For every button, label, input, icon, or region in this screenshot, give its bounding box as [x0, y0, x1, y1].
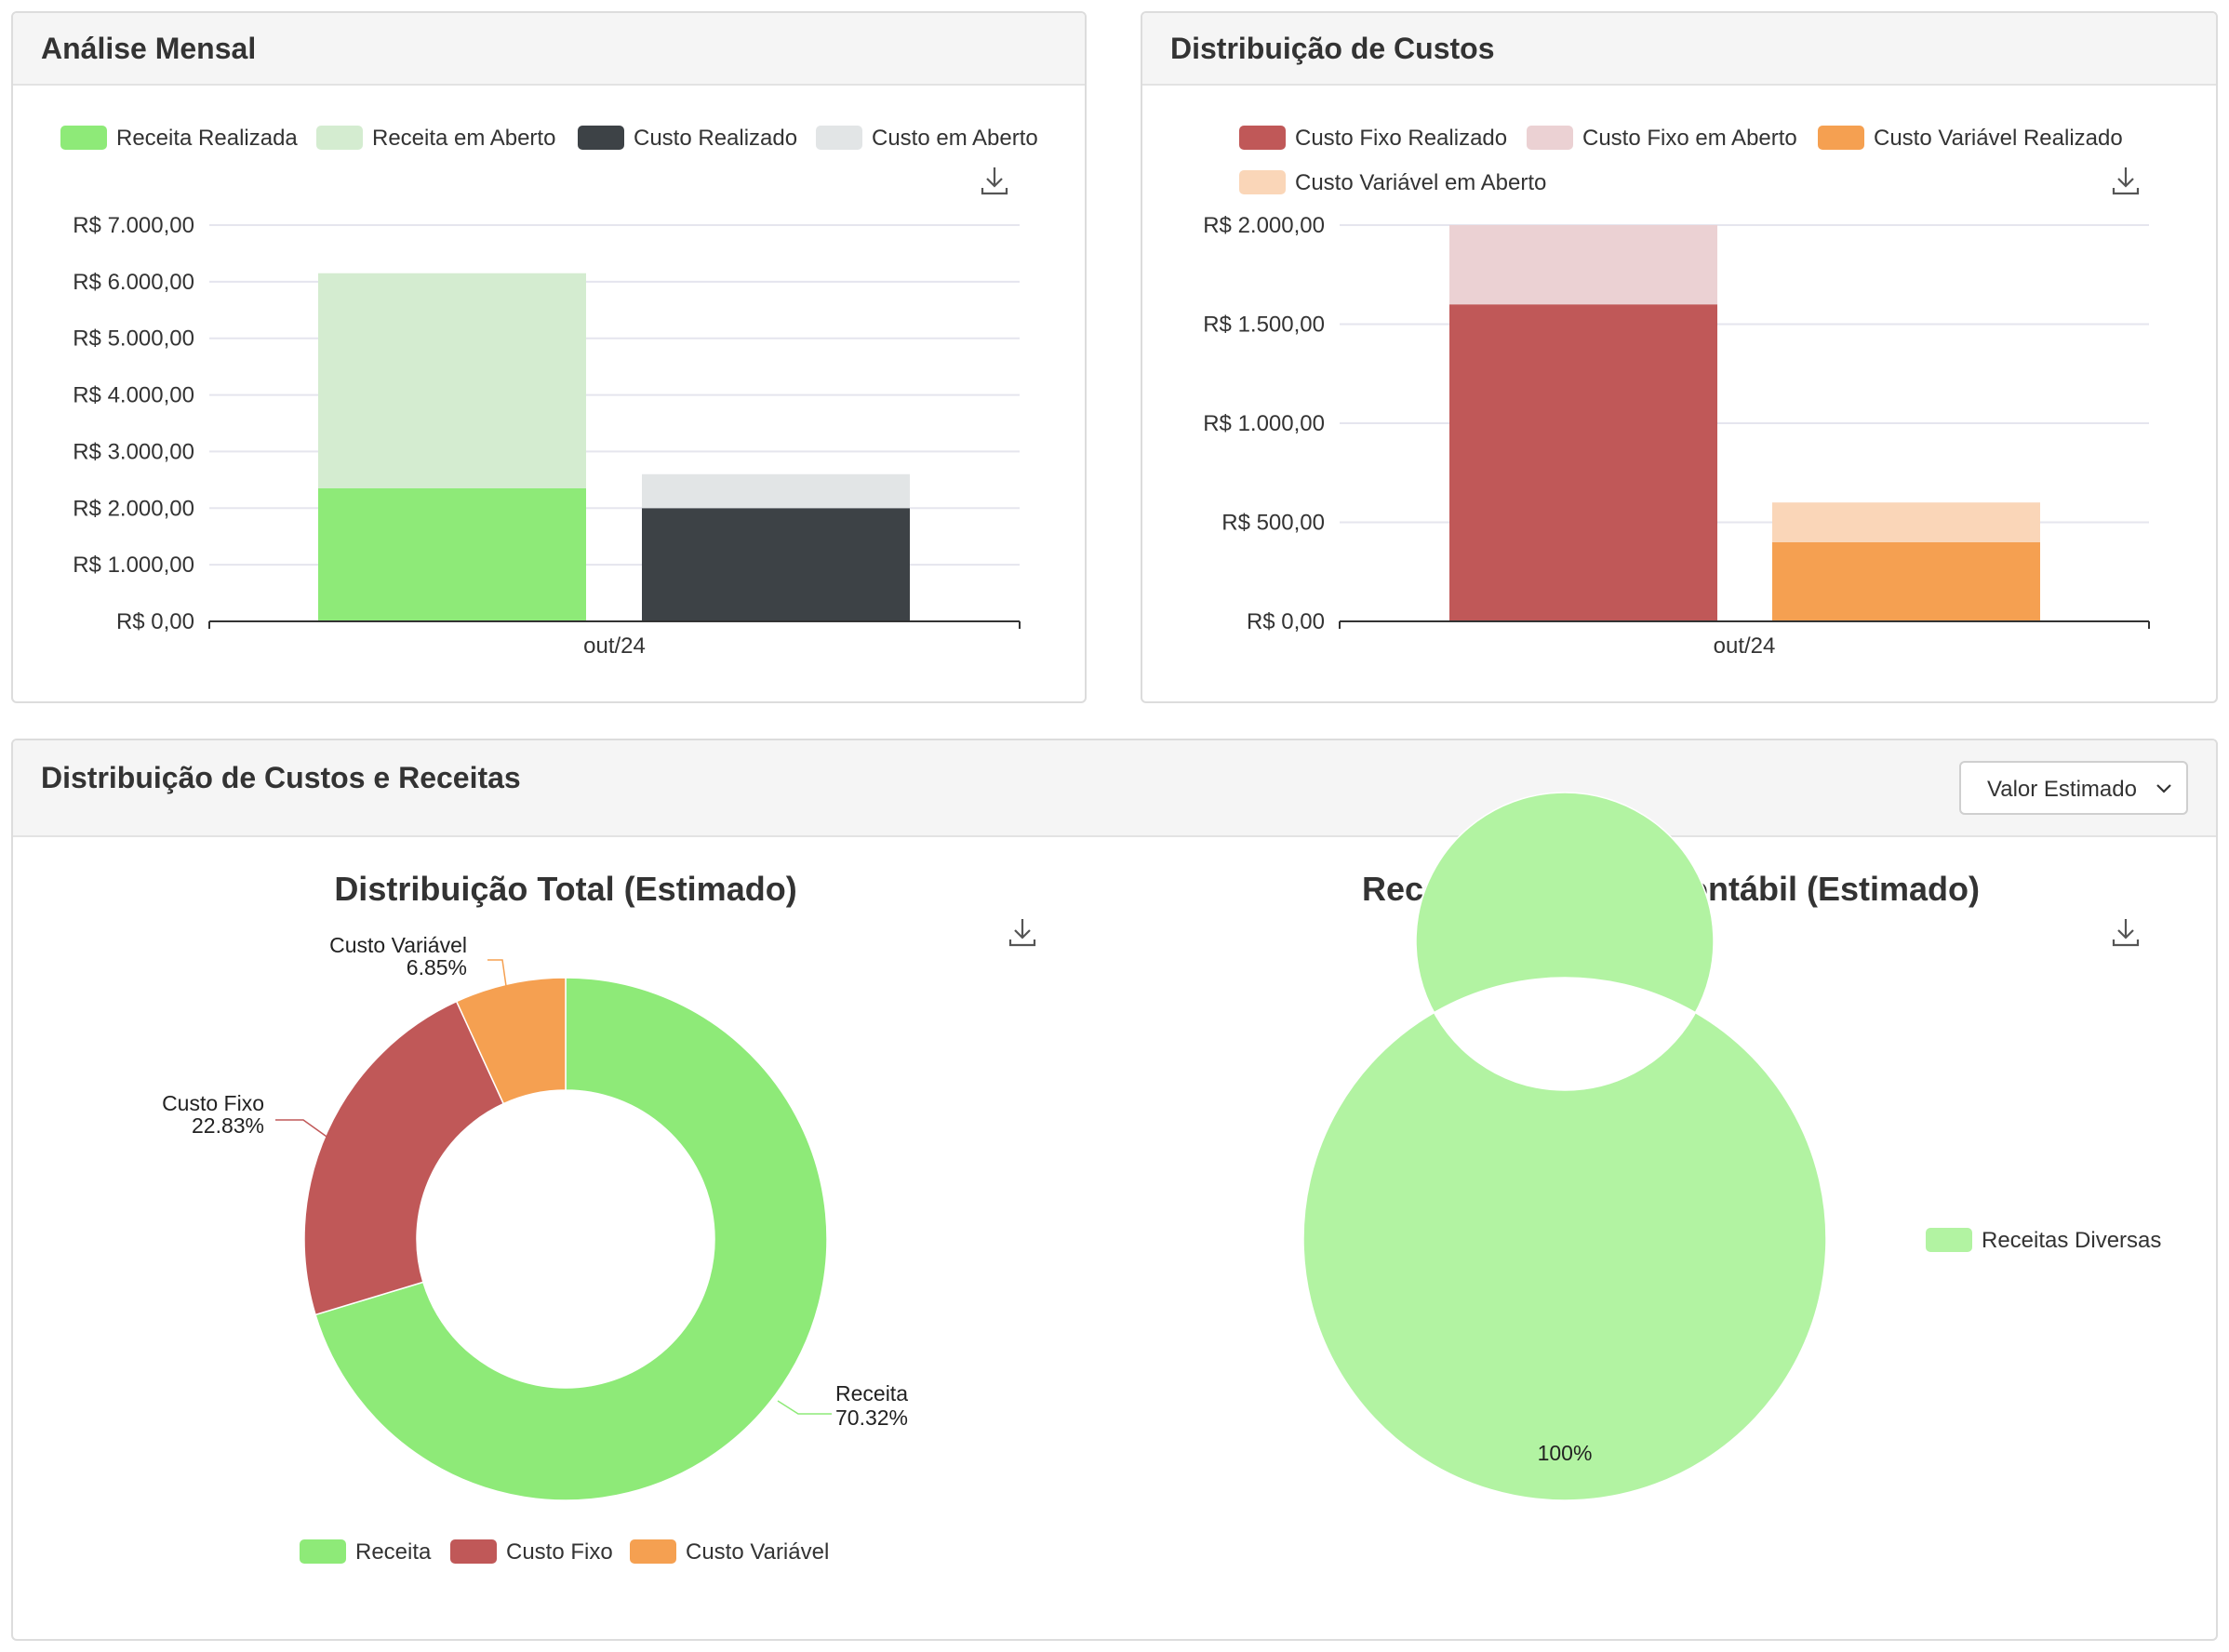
x-tick-label: out/24 — [583, 633, 646, 659]
slice-percent-label: 70.32% — [835, 1406, 908, 1430]
slice-name-label: Receita — [835, 1381, 908, 1406]
legend-label: Custo Variável Realizado — [1874, 126, 2123, 151]
download-icon[interactable] — [981, 167, 1008, 195]
bar-segment — [1449, 304, 1717, 621]
y-tick-label: R$ 2.000,00 — [1203, 213, 1325, 238]
download-icon-glyph — [981, 167, 1008, 195]
bar-segment — [642, 473, 910, 509]
y-tick-label: R$ 7.000,00 — [73, 213, 194, 238]
slice-percent-label: 6.85% — [407, 955, 467, 979]
y-tick-label: R$ 0,00 — [116, 609, 194, 634]
legend-label: Receita — [355, 1539, 432, 1565]
legend-swatch — [1818, 126, 1864, 150]
bar-segment — [1772, 502, 2040, 542]
download-icon-glyph — [2112, 167, 2140, 195]
legend-swatch — [1239, 170, 1286, 194]
legend-label: Receita Realizada — [116, 126, 298, 151]
y-tick-label: R$ 1.500,00 — [1203, 313, 1325, 338]
pie-slice — [455, 977, 567, 1105]
bar-segment — [642, 508, 910, 621]
chevron-down-icon — [2155, 772, 2173, 812]
panel-header: Distribuição de Custos — [1142, 13, 2216, 86]
y-tick-label: R$ 4.000,00 — [73, 383, 194, 408]
download-icon[interactable] — [2112, 919, 2140, 947]
slice-name-label: Custo Variável — [329, 933, 467, 957]
legend-swatch — [630, 1539, 676, 1564]
monthly-analysis-chart: R$ 0,00 R$ 1.000,00 R$ 2.000,00 R$ 3.000,00… — [60, 126, 1038, 659]
legend-label: Custo Variável em Aberto — [1295, 170, 1546, 195]
chart-title: Distribuição Total (Estimado) — [334, 870, 796, 908]
leader-line — [487, 959, 507, 987]
bar-segment — [318, 273, 586, 488]
value-type-select[interactable]: Valor Estimado — [1959, 761, 2188, 815]
legend-swatch — [578, 126, 624, 150]
legend-swatch — [300, 1539, 346, 1564]
y-tick-label: R$ 3.000,00 — [73, 439, 194, 464]
y-tick-label: R$ 500,00 — [1221, 511, 1325, 536]
download-icon-glyph — [2112, 919, 2140, 947]
legend-label: Custo Realizado — [634, 126, 797, 151]
select-value: Valor Estimado — [1987, 777, 2137, 802]
legend-swatch — [816, 126, 862, 150]
legend-label: Custo Fixo em Aberto — [1582, 126, 1797, 151]
pie-slice — [303, 1000, 505, 1316]
legend-label: Receitas Diversas — [1982, 1228, 2161, 1253]
download-icon[interactable] — [2112, 167, 2140, 195]
legend-swatch — [1239, 126, 1286, 150]
legend-swatch — [60, 126, 107, 150]
cost-distribution-chart: R$ 0,00 R$ 500,00 R$ 1.000,00 R$ 1.500,00 R$… — [1203, 126, 2150, 659]
panel-header: Distribuição de Custos e Receitas Valor … — [13, 740, 2216, 837]
pie-slice — [1302, 792, 1827, 1501]
legend-swatch — [1926, 1228, 1972, 1252]
panel-title: Distribuição de Custos — [1170, 32, 1495, 65]
y-tick-label: R$ 2.000,00 — [73, 496, 194, 521]
monthly-analysis-panel: Análise Mensal R$ 0,00 R$ 1.000,00 R$ 2.00… — [11, 11, 1087, 703]
pie-slice — [314, 977, 828, 1501]
legend-swatch — [1527, 126, 1573, 150]
legend-label: Receita em Aberto — [372, 126, 555, 151]
x-tick-label: out/24 — [1714, 633, 1776, 659]
panel-title: Distribuição de Custos e Receitas — [41, 761, 521, 794]
bar-segment — [1772, 541, 2040, 621]
y-tick-label: R$ 6.000,00 — [73, 270, 194, 295]
bar-segment — [1449, 225, 1717, 305]
y-tick-label: R$ 1.000,00 — [73, 553, 194, 578]
leader-line — [275, 1119, 330, 1139]
y-tick-label: R$ 0,00 — [1247, 609, 1325, 634]
panel-title: Análise Mensal — [41, 32, 257, 65]
slice-name-label: Custo Fixo — [162, 1091, 264, 1115]
panel-header: Análise Mensal — [13, 13, 1085, 86]
leader-line — [777, 1400, 832, 1415]
y-tick-label: R$ 5.000,00 — [73, 326, 194, 352]
bar-segment — [318, 487, 586, 621]
cost-distribution-panel: Distribuição de Custos R$ 0,00 R$ 500,00 R… — [1141, 11, 2218, 703]
slice-percent-label: 100% — [1538, 1441, 1593, 1465]
legend-label: Custo Variável — [686, 1539, 829, 1565]
legend-label: Custo Fixo Realizado — [1295, 126, 1507, 151]
total-distribution-donut: Distribuição Total (Estimado)Receita70.3… — [162, 792, 2161, 1565]
legend-label: Custo em Aberto — [872, 126, 1038, 151]
slice-percent-label: 22.83% — [192, 1113, 264, 1138]
download-icon-glyph — [1008, 919, 1036, 947]
download-icon[interactable] — [1008, 919, 1036, 947]
cost-revenue-distribution-panel: Distribuição de Custos e Receitas Valor … — [11, 739, 2218, 1641]
y-tick-label: R$ 1.000,00 — [1203, 411, 1325, 436]
legend-swatch — [316, 126, 363, 150]
legend-label: Custo Fixo — [506, 1539, 613, 1565]
legend-swatch — [450, 1539, 497, 1564]
